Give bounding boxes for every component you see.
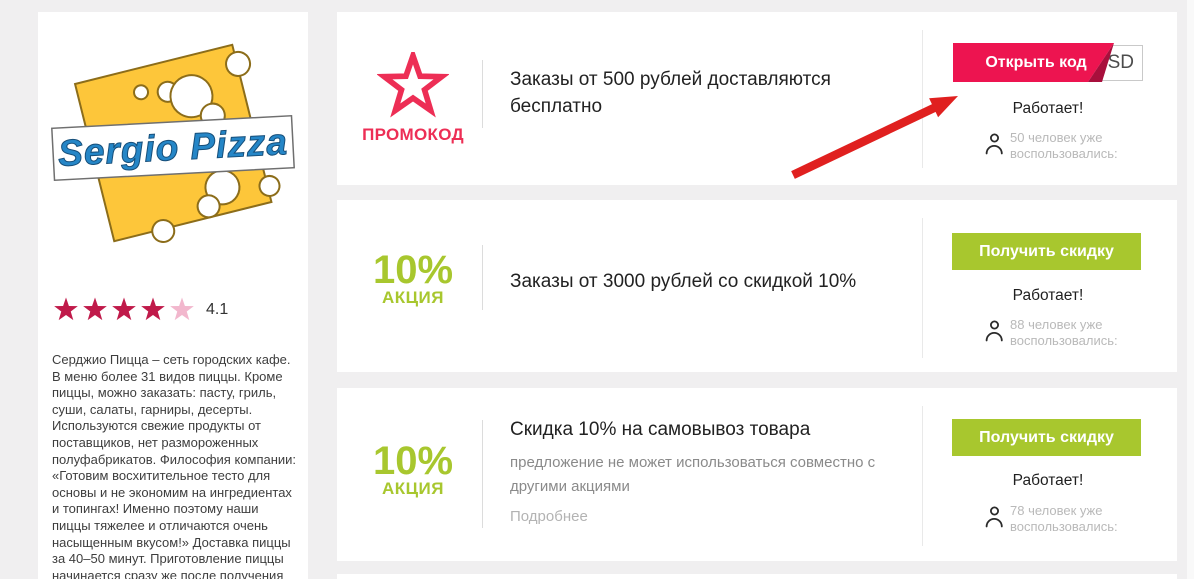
- store-rating: 4.1: [52, 295, 292, 325]
- offer-subtitle: предложение не может использоваться совм…: [510, 454, 876, 495]
- divider: [482, 60, 483, 128]
- person-icon: [985, 320, 1003, 342]
- status-text: Работает!: [1012, 472, 1084, 489]
- usage-count-line: 78 человек уже: [1010, 503, 1103, 518]
- open-code-button[interactable]: Открыть код: [953, 43, 1143, 82]
- rating-star-icon: [112, 297, 136, 321]
- usage-info: 88 человек уже воспользовались:: [985, 317, 1118, 349]
- scrollbar[interactable]: [1187, 0, 1194, 579]
- usage-info: 50 человек уже воспользовались:: [985, 130, 1118, 162]
- more-details-link[interactable]: Подробнее: [510, 508, 588, 525]
- offer-title: Скидка 10% на самовывоз товара: [510, 419, 811, 440]
- store-logo: Sergio Pizza: [50, 30, 296, 260]
- offer-title: Заказы от 500 рублей доставляются беспла…: [510, 69, 831, 117]
- offer-title: Заказы от 3000 рублей со скидкой 10%: [510, 271, 857, 292]
- store-description: Серджио Пицца – сеть городских кафе. В м…: [52, 352, 297, 579]
- store-sidebar: Sergio Pizza 4.1 Серджио Пицца – сеть го…: [38, 12, 308, 579]
- person-icon: [985, 133, 1003, 155]
- rating-star-empty-icon: [170, 297, 194, 321]
- divider: [922, 30, 923, 168]
- offer-card-discount-1: 10% АКЦИЯ Заказы от 3000 рублей со скидк…: [337, 200, 1177, 372]
- get-discount-button[interactable]: Получить скидку: [952, 419, 1141, 456]
- open-code-button-face: [953, 43, 1114, 82]
- discount-badge-label: АКЦИЯ: [381, 479, 444, 498]
- divider: [482, 245, 483, 310]
- offer-card-partial: [337, 574, 1177, 579]
- rating-star-icon: [83, 297, 107, 321]
- usage-count-line2: воспользовались:: [1010, 519, 1118, 534]
- divider: [922, 218, 923, 358]
- rating-star-icon: [54, 297, 78, 321]
- usage-count-line2: воспользовались:: [1010, 146, 1118, 161]
- offer-card-promocode: ПРОМОКОД Заказы от 500 рублей доставляют…: [337, 12, 1177, 185]
- rating-value: 4.1: [206, 301, 229, 318]
- status-text: Работает!: [1012, 100, 1084, 117]
- person-icon: [985, 506, 1003, 528]
- usage-count-line: 88 человек уже: [1010, 317, 1103, 332]
- usage-info: 78 человек уже воспользовались:: [985, 503, 1118, 535]
- divider: [482, 420, 483, 528]
- open-code-button-label: Открыть код: [985, 54, 1087, 71]
- status-text: Работает!: [1012, 287, 1084, 304]
- rating-star-icon: [141, 297, 165, 321]
- get-discount-button[interactable]: Получить скидку: [952, 233, 1141, 270]
- discount-percent: 10%: [372, 439, 454, 483]
- discount-percent: 10%: [372, 248, 454, 292]
- cheese-logo-image: Sergio Pizza: [51, 43, 295, 244]
- divider: [922, 406, 923, 546]
- discount-badge-label: АКЦИЯ: [381, 288, 444, 307]
- usage-count-line: 50 человек уже: [1010, 130, 1103, 145]
- offer-card-discount-2: 10% АКЦИЯ Скидка 10% на самовывоз товара…: [337, 388, 1177, 561]
- usage-count-line2: воспользовались:: [1010, 333, 1118, 348]
- promocode-badge-label: ПРОМОКОД: [362, 125, 464, 144]
- star-icon: [377, 52, 449, 118]
